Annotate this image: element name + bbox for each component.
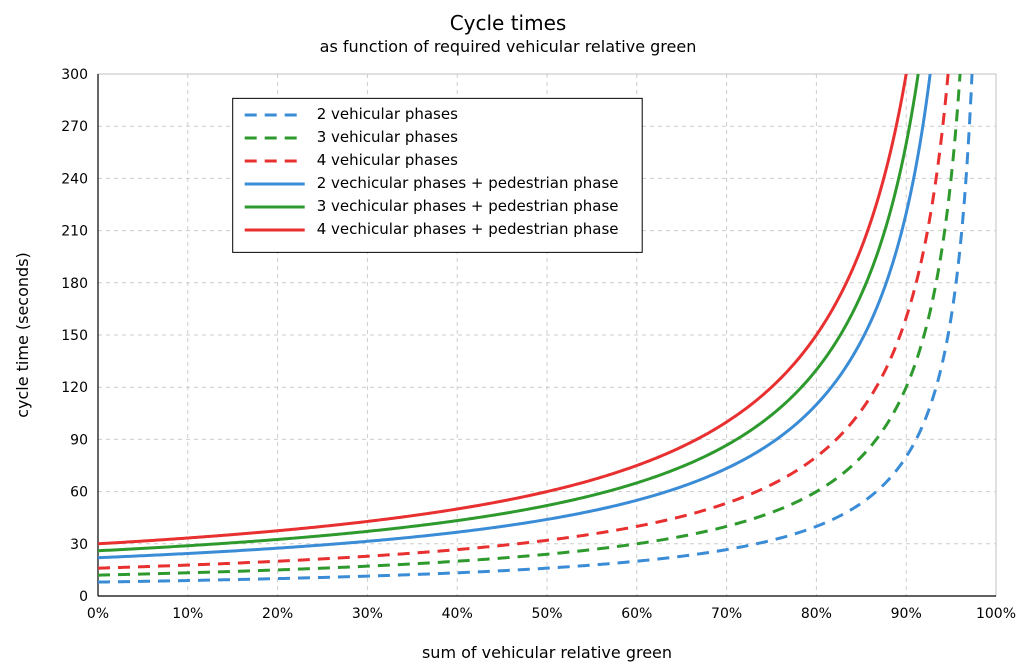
- y-tick-label: 60: [70, 485, 88, 501]
- legend-label-5: 4 vechicular phases + pedestrian phase: [317, 220, 619, 238]
- x-tick-label: 20%: [262, 606, 293, 622]
- y-tick-label: 150: [61, 328, 88, 344]
- x-tick-label: 10%: [172, 606, 203, 622]
- legend-label-2: 4 vehicular phases: [317, 151, 458, 169]
- y-tick-label: 120: [61, 380, 88, 396]
- y-tick-label: 0: [79, 589, 88, 605]
- y-tick-label: 30: [70, 537, 88, 553]
- chart-svg: Cycle times as function of required vehic…: [0, 0, 1016, 672]
- y-tick-label: 90: [70, 432, 88, 448]
- x-tick-label: 0%: [87, 606, 109, 622]
- y-tick-label: 300: [61, 67, 88, 83]
- y-axis-label: cycle time (seconds): [13, 252, 32, 418]
- y-tick-label: 180: [61, 276, 88, 292]
- y-tick-label: 210: [61, 224, 88, 240]
- y-tick-label: 270: [61, 119, 88, 135]
- chart-subtitle: as function of required vehicular relati…: [320, 37, 697, 56]
- legend-label-3: 2 vechicular phases + pedestrian phase: [317, 174, 619, 192]
- x-tick-label: 80%: [801, 606, 832, 622]
- legend: 2 vehicular phases 3 vehicular phases 4 ve…: [233, 98, 643, 252]
- x-axis-label: sum of vehicular relative green: [422, 643, 672, 662]
- legend-label-1: 3 vehicular phases: [317, 128, 458, 146]
- x-tick-label: 50%: [531, 606, 562, 622]
- cycle-times-chart: Cycle times as function of required vehic…: [0, 0, 1016, 672]
- legend-label-4: 3 vechicular phases + pedestrian phase: [317, 197, 619, 215]
- x-tick-label: 30%: [352, 606, 383, 622]
- legend-label-0: 2 vehicular phases: [317, 105, 458, 123]
- chart-title: Cycle times: [450, 11, 567, 35]
- y-tick-label: 240: [61, 171, 88, 187]
- x-tick-label: 90%: [891, 606, 922, 622]
- x-tick-label: 70%: [711, 606, 742, 622]
- x-tick-label: 60%: [621, 606, 652, 622]
- x-tick-label: 100%: [976, 606, 1016, 622]
- x-tick-label: 40%: [442, 606, 473, 622]
